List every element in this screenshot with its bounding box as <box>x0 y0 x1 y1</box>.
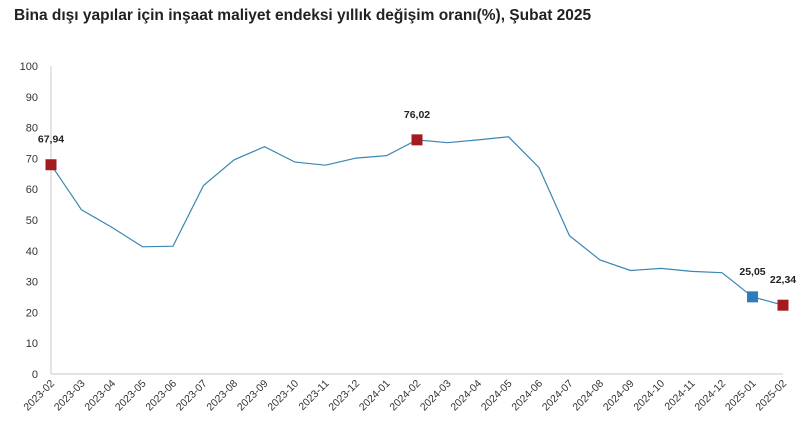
x-tick-label: 2024-11 <box>662 378 697 413</box>
data-label: 67,94 <box>38 134 64 146</box>
x-tick-label: 2024-01 <box>357 378 393 414</box>
data-point-marker <box>411 134 423 146</box>
y-tick-label: 70 <box>26 153 38 165</box>
data-label: 22,34 <box>770 274 796 286</box>
x-tick-label: 2023-12 <box>326 378 362 414</box>
data-point-marker <box>45 159 57 171</box>
x-tick-label: 2023-05 <box>113 378 149 414</box>
x-tick-label: 2023-04 <box>82 378 118 414</box>
data-point-marker <box>747 291 758 303</box>
y-tick-label: 80 <box>26 123 38 135</box>
x-tick-label: 2024-08 <box>570 378 606 414</box>
x-tick-label: 2024-05 <box>479 378 515 414</box>
data-label: 76,02 <box>404 109 430 121</box>
x-tick-label: 2025-01 <box>723 378 759 414</box>
x-tick-label: 2023-06 <box>143 378 179 414</box>
x-tick-label: 2024-10 <box>631 378 667 414</box>
x-tick-label: 2025-02 <box>753 378 789 414</box>
y-tick-label: 100 <box>20 61 38 73</box>
x-tick-label: 2023-08 <box>204 378 240 414</box>
x-tick-label: 2023-03 <box>52 378 88 414</box>
x-tick-label: 2023-10 <box>265 378 301 414</box>
x-tick-label: 2024-02 <box>387 378 423 414</box>
data-point-marker <box>777 299 789 311</box>
y-tick-label: 0 <box>32 369 38 381</box>
x-tick-label: 2023-11 <box>296 378 331 413</box>
x-tick-label: 2024-09 <box>601 378 637 414</box>
series-line <box>50 136 784 306</box>
x-tick-label: 2023-02 <box>21 378 57 414</box>
x-tick-label: 2024-12 <box>692 378 728 414</box>
y-tick-label: 60 <box>26 184 38 196</box>
x-tick-label: 2024-06 <box>509 378 545 414</box>
y-tick-label: 20 <box>26 307 38 319</box>
x-tick-label: 2024-07 <box>540 378 576 414</box>
y-tick-label: 30 <box>26 277 38 289</box>
y-tick-label: 50 <box>26 215 38 227</box>
x-tick-label: 2024-04 <box>448 378 484 414</box>
data-label: 25,05 <box>739 266 765 278</box>
x-tick-label: 2024-03 <box>418 378 454 414</box>
x-tick-label: 2023-09 <box>235 378 271 414</box>
y-tick-label: 90 <box>26 92 38 104</box>
y-tick-label: 10 <box>26 338 38 350</box>
x-tick-label: 2023-07 <box>174 378 210 414</box>
chart-title: Bina dışı yapılar için inşaat maliyet en… <box>14 7 592 24</box>
y-tick-label: 40 <box>26 246 38 258</box>
